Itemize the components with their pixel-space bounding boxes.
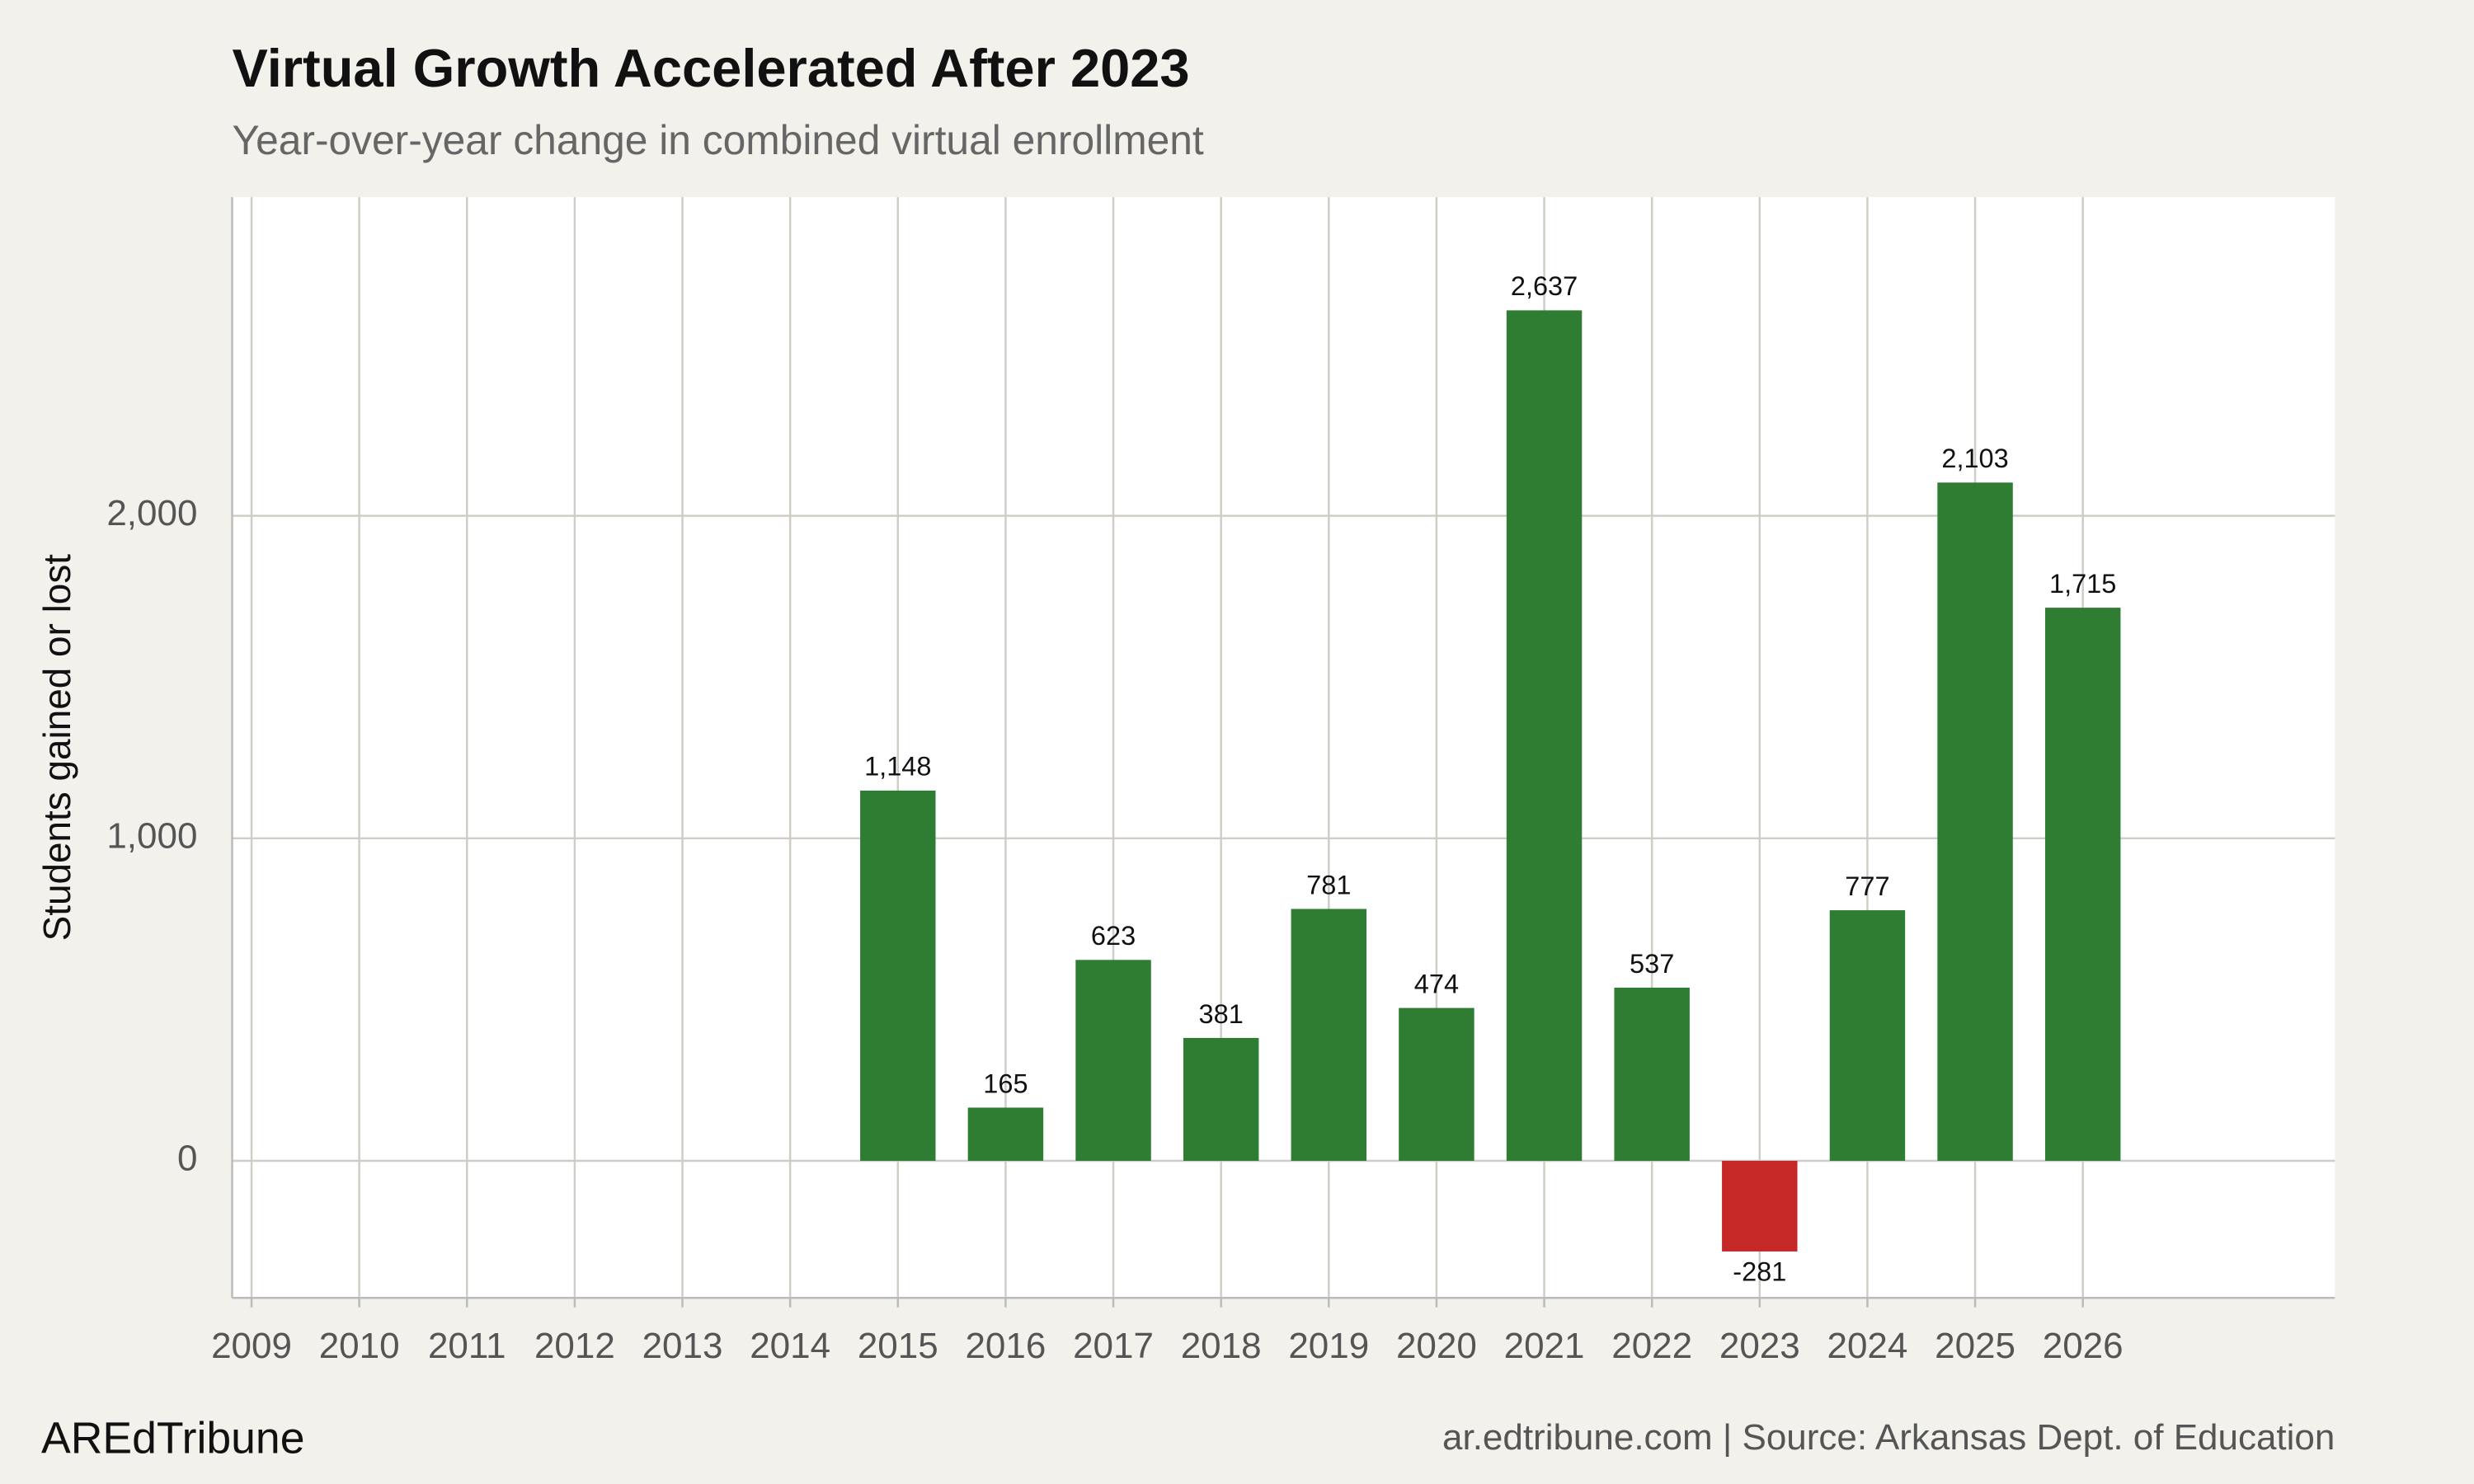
x-tick-label: 2026 xyxy=(2043,1326,2124,1366)
source: ar.edtribune.com | Source: Arkansas Dept… xyxy=(1442,1417,2335,1458)
x-tick-label: 2015 xyxy=(858,1326,938,1366)
bar xyxy=(1937,482,2013,1162)
bar xyxy=(860,790,936,1162)
bar xyxy=(967,1107,1044,1162)
x-tick-label: 2010 xyxy=(319,1326,400,1366)
brand: AREdTribune xyxy=(41,1414,304,1463)
value-label: -281 xyxy=(1733,1256,1786,1286)
x-tick-label: 2014 xyxy=(750,1326,830,1366)
value-label: 781 xyxy=(1306,870,1351,899)
chart-title: Virtual Growth Accelerated After 2023 xyxy=(233,38,1190,98)
x-tick-label: 2019 xyxy=(1288,1326,1369,1366)
bar xyxy=(1183,1037,1259,1162)
value-label: 2,103 xyxy=(1941,444,2008,473)
value-label: 1,715 xyxy=(2049,569,2116,599)
bar xyxy=(1722,1161,1798,1252)
x-tick-label: 2023 xyxy=(1719,1326,1800,1366)
x-tick-label: 2020 xyxy=(1396,1326,1477,1366)
bar xyxy=(1291,909,1367,1162)
x-tick-label: 2024 xyxy=(1827,1326,1907,1366)
value-label: 2,637 xyxy=(1511,271,1578,301)
x-tick-label: 2011 xyxy=(428,1326,506,1366)
bar xyxy=(1829,910,1906,1162)
x-tick-label: 2025 xyxy=(1935,1326,2015,1366)
value-label: 1,148 xyxy=(864,752,931,782)
bar xyxy=(1506,310,1583,1162)
x-tick-label: 2021 xyxy=(1504,1326,1585,1366)
bar xyxy=(1399,1007,1475,1162)
y-axis-label: Students gained or lost xyxy=(35,554,78,942)
value-label: 474 xyxy=(1414,969,1459,998)
value-label: 623 xyxy=(1091,921,1136,951)
x-tick-label: 2018 xyxy=(1181,1326,1262,1366)
value-label: 777 xyxy=(1845,871,1889,901)
x-tick-label: 2009 xyxy=(211,1326,292,1366)
y-tick-label: 2,000 xyxy=(106,493,197,533)
y-tick-label: 1,000 xyxy=(106,815,197,856)
value-label: 165 xyxy=(983,1068,1028,1098)
value-label: 537 xyxy=(1630,949,1674,979)
x-tick-label: 2022 xyxy=(1611,1326,1692,1366)
x-tick-label: 2017 xyxy=(1073,1326,1154,1366)
bar xyxy=(2044,608,2121,1162)
chart-subtitle: Year-over-year change in combined virtua… xyxy=(233,117,1204,163)
x-tick-label: 2016 xyxy=(965,1326,1046,1366)
bar xyxy=(1075,960,1151,1162)
y-tick-label: 0 xyxy=(177,1139,197,1179)
bar xyxy=(1614,987,1690,1162)
value-label: 381 xyxy=(1199,999,1244,1029)
x-tick-label: 2013 xyxy=(642,1326,723,1366)
plot-area xyxy=(232,197,2335,1298)
x-tick-label: 2012 xyxy=(534,1326,615,1366)
